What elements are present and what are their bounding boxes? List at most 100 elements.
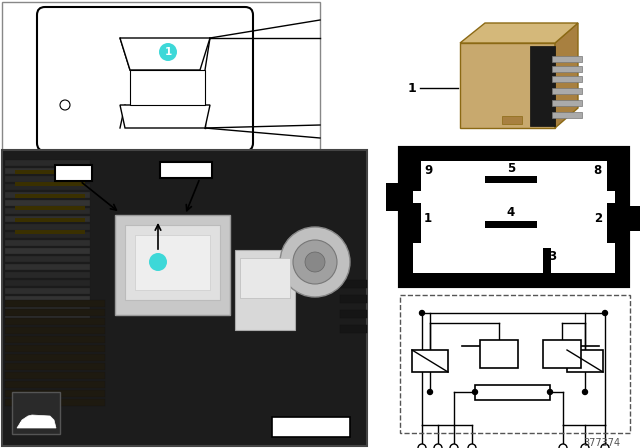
Bar xyxy=(5,200,90,206)
Bar xyxy=(400,148,628,286)
Circle shape xyxy=(149,253,167,271)
Bar xyxy=(5,272,90,278)
Bar xyxy=(5,327,105,334)
Bar xyxy=(340,325,367,333)
Circle shape xyxy=(419,310,424,315)
Bar xyxy=(5,336,105,343)
Bar xyxy=(340,310,367,318)
Circle shape xyxy=(468,444,476,448)
Bar xyxy=(15,218,85,222)
Bar xyxy=(5,304,90,310)
Circle shape xyxy=(450,444,458,448)
Bar xyxy=(130,70,205,105)
Circle shape xyxy=(559,444,567,448)
Bar xyxy=(5,224,90,230)
Bar xyxy=(543,340,581,368)
Bar xyxy=(413,203,421,243)
Text: 1: 1 xyxy=(154,257,162,267)
Bar xyxy=(530,46,555,126)
Bar xyxy=(272,417,350,437)
Bar xyxy=(552,66,582,72)
Bar xyxy=(5,381,105,388)
Bar xyxy=(15,194,85,198)
Bar xyxy=(5,296,90,302)
Bar xyxy=(160,162,212,178)
Bar xyxy=(15,170,85,174)
Text: 120293: 120293 xyxy=(287,421,335,434)
Bar xyxy=(5,280,90,286)
Bar xyxy=(5,232,90,238)
Bar xyxy=(15,230,85,234)
Bar xyxy=(386,183,400,211)
Bar xyxy=(628,206,640,231)
Bar xyxy=(543,248,551,273)
Polygon shape xyxy=(460,43,555,128)
Bar xyxy=(240,258,290,298)
Text: 4: 4 xyxy=(507,207,515,220)
Bar xyxy=(5,184,90,190)
Text: 9: 9 xyxy=(424,164,432,177)
Bar xyxy=(15,206,85,210)
Bar xyxy=(5,248,90,254)
Bar xyxy=(5,318,105,325)
Polygon shape xyxy=(17,415,56,428)
Bar xyxy=(5,160,90,166)
Circle shape xyxy=(418,444,426,448)
Bar xyxy=(55,165,92,181)
Polygon shape xyxy=(120,105,210,128)
Bar xyxy=(485,221,537,228)
Text: K11: K11 xyxy=(60,167,86,180)
Bar xyxy=(12,392,60,434)
Text: 2: 2 xyxy=(594,211,602,224)
Circle shape xyxy=(581,444,589,448)
Bar xyxy=(235,250,295,330)
Bar xyxy=(552,88,582,94)
Bar xyxy=(607,161,615,191)
Bar xyxy=(135,235,210,290)
Bar xyxy=(5,208,90,214)
Bar xyxy=(5,256,90,262)
Bar xyxy=(480,340,518,368)
Bar xyxy=(5,354,105,361)
Bar xyxy=(485,176,537,183)
Bar xyxy=(5,363,105,370)
Circle shape xyxy=(305,252,325,272)
Bar xyxy=(5,300,105,307)
Circle shape xyxy=(602,310,607,315)
Circle shape xyxy=(434,444,442,448)
Bar xyxy=(567,350,603,372)
Bar xyxy=(20,422,28,427)
Bar xyxy=(340,295,367,303)
Bar xyxy=(5,390,105,397)
Bar xyxy=(5,240,90,246)
Bar xyxy=(5,176,90,182)
Polygon shape xyxy=(120,38,210,70)
Text: 5: 5 xyxy=(507,161,515,175)
Bar xyxy=(5,309,105,316)
Bar xyxy=(413,161,421,191)
Bar xyxy=(5,372,105,379)
Text: 377374: 377374 xyxy=(583,438,620,448)
Bar xyxy=(5,168,90,174)
Polygon shape xyxy=(460,23,578,43)
Circle shape xyxy=(293,240,337,284)
Bar xyxy=(2,150,367,446)
Circle shape xyxy=(547,389,552,395)
Text: 1: 1 xyxy=(408,82,417,95)
Bar xyxy=(607,203,615,243)
Bar xyxy=(2,2,320,150)
Circle shape xyxy=(159,43,177,61)
Bar xyxy=(5,288,90,294)
Bar xyxy=(412,350,448,372)
Bar xyxy=(340,280,367,288)
Circle shape xyxy=(582,389,588,395)
Bar xyxy=(5,345,105,352)
FancyBboxPatch shape xyxy=(37,7,253,151)
Text: 1: 1 xyxy=(424,211,432,224)
Bar xyxy=(552,100,582,106)
Text: 8: 8 xyxy=(594,164,602,177)
Text: 1: 1 xyxy=(164,47,172,57)
Polygon shape xyxy=(555,23,578,128)
Bar xyxy=(5,264,90,270)
Text: 3: 3 xyxy=(548,250,556,263)
